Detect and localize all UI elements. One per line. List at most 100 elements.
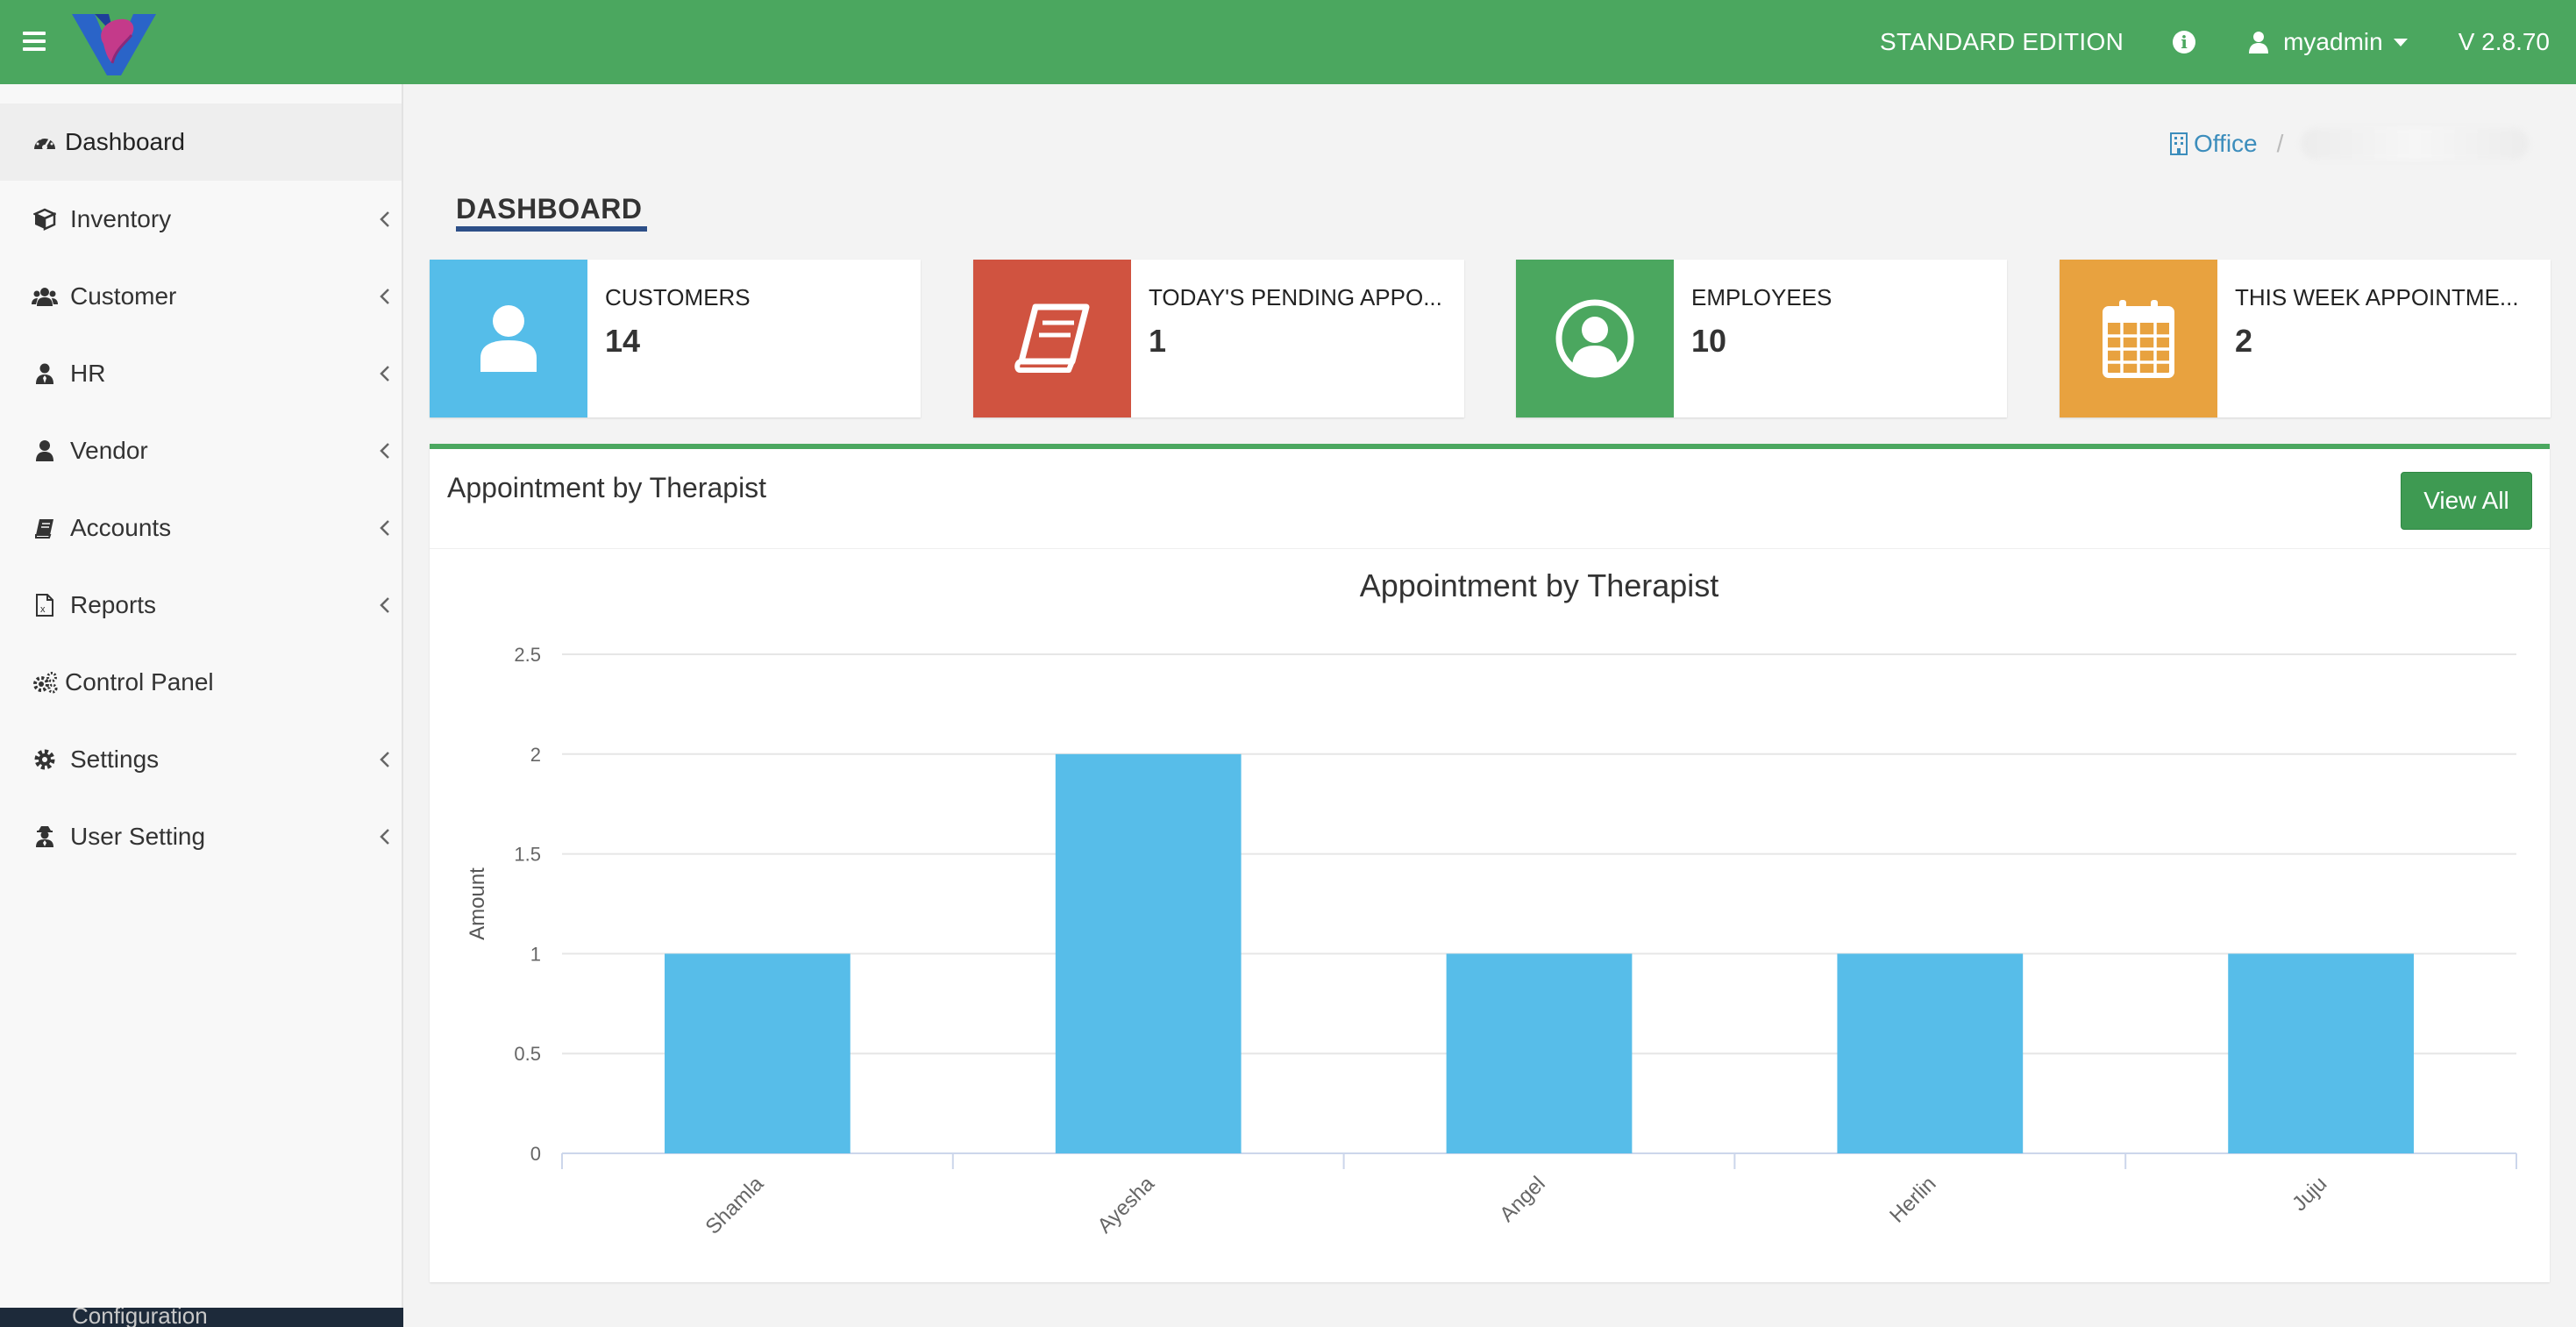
bar-angel bbox=[1446, 953, 1633, 1153]
sidebar-item-hr[interactable]: HR bbox=[0, 335, 402, 412]
y-tick-label: 0 bbox=[530, 1143, 541, 1165]
calendar-icon bbox=[2103, 300, 2174, 378]
sidebar-item-reports[interactable]: x Reports bbox=[0, 567, 402, 644]
bar-shamla bbox=[665, 953, 850, 1153]
users-icon bbox=[32, 283, 58, 310]
y-tick-label: 1.5 bbox=[514, 844, 541, 866]
svg-text:x: x bbox=[40, 604, 46, 615]
user-icon bbox=[32, 438, 58, 464]
card-value: 10 bbox=[1691, 323, 1727, 359]
breadcrumb: Office / bbox=[2169, 128, 2530, 160]
chevron-left-icon bbox=[380, 443, 389, 459]
sidebar-footer: Configuration bbox=[0, 1308, 403, 1327]
chevron-left-icon bbox=[380, 752, 389, 767]
building-icon bbox=[2170, 132, 2188, 155]
y-tick-label: 2 bbox=[530, 744, 541, 766]
sidebar-item-label: Dashboard bbox=[65, 128, 185, 155]
version-label: V 2.8.70 bbox=[2458, 28, 2550, 55]
sidebar-item-label: User Setting bbox=[70, 823, 206, 850]
chevron-left-icon bbox=[380, 829, 389, 845]
pending-appointments-badge bbox=[973, 260, 1131, 417]
card-value: 14 bbox=[605, 323, 641, 359]
gear-icon bbox=[32, 746, 58, 773]
info-icon[interactable]: i bbox=[2173, 31, 2196, 54]
sidebar-item-label: Vendor bbox=[70, 437, 148, 464]
pending-appointments-card[interactable]: TODAY'S PENDING APPO... 1 bbox=[973, 260, 1464, 417]
appointment-chart-panel: Appointment by Therapist View All Appoin… bbox=[430, 444, 2550, 1282]
card-title: THIS WEEK APPOINTME... bbox=[2235, 284, 2519, 310]
sidebar-item-user-setting[interactable]: User Setting bbox=[0, 798, 402, 875]
chevron-left-icon bbox=[380, 597, 389, 613]
excel-file-icon: x bbox=[32, 592, 58, 618]
y-tick-label: 1 bbox=[530, 943, 541, 965]
book-icon bbox=[32, 515, 58, 541]
chart-title: Appointment by Therapist bbox=[1360, 567, 1719, 603]
card-title: CUSTOMERS bbox=[605, 284, 751, 310]
sidebar-item-label: HR bbox=[70, 360, 106, 387]
chevron-left-icon bbox=[380, 366, 389, 382]
cube-icon bbox=[32, 206, 58, 232]
x-tick-label: Angel bbox=[1495, 1172, 1550, 1227]
sidebar-footer-label: Configuration bbox=[72, 1308, 208, 1327]
dashboard-icon bbox=[32, 129, 58, 155]
customers-card[interactable]: CUSTOMERS 14 bbox=[430, 260, 921, 417]
view-all-button[interactable]: View All bbox=[2401, 472, 2532, 530]
page-title: DASHBOARD bbox=[456, 193, 643, 225]
app-logo bbox=[72, 14, 156, 75]
employees-card[interactable]: EMPLOYEES 10 bbox=[1516, 260, 2007, 417]
x-tick-label: Shamla bbox=[701, 1172, 769, 1239]
sidebar-item-accounts[interactable]: Accounts bbox=[0, 489, 402, 567]
x-tick-label: Juju bbox=[2288, 1172, 2331, 1216]
sidebar-item-settings[interactable]: Settings bbox=[0, 721, 402, 798]
user-menu[interactable]: myadmin bbox=[2248, 28, 2408, 56]
breadcrumb-office-link[interactable]: Office bbox=[2194, 130, 2258, 157]
user-circle-icon bbox=[1555, 299, 1634, 378]
page-title-underline bbox=[456, 226, 647, 232]
user-icon bbox=[2249, 32, 2269, 54]
y-tick-label: 0.5 bbox=[514, 1043, 541, 1065]
edition-label: STANDARD EDITION bbox=[1880, 28, 2124, 55]
chevron-left-icon bbox=[380, 520, 389, 536]
bar-herlin bbox=[1837, 953, 2024, 1153]
customers-badge bbox=[430, 260, 587, 417]
user-tie-icon bbox=[32, 360, 58, 387]
employees-badge bbox=[1516, 260, 1674, 417]
sidebar-item-dashboard[interactable]: Dashboard bbox=[0, 103, 402, 181]
username: myadmin bbox=[2283, 28, 2383, 55]
sidebar: Dashboard Inventory Customer HR Vendor A bbox=[0, 84, 403, 1327]
menu-toggle-icon[interactable] bbox=[23, 32, 46, 51]
card-title: EMPLOYEES bbox=[1691, 284, 1832, 310]
y-tick-label: 2.5 bbox=[514, 644, 541, 666]
sidebar-item-label: Inventory bbox=[70, 205, 172, 232]
panel-title: Appointment by Therapist bbox=[447, 472, 767, 503]
sidebar-item-label: Control Panel bbox=[65, 668, 214, 696]
sidebar-item-inventory[interactable]: Inventory bbox=[0, 181, 402, 258]
sidebar-item-label: Reports bbox=[70, 591, 157, 618]
x-tick-label: Ayesha bbox=[1093, 1172, 1160, 1238]
sidebar-item-customer[interactable]: Customer bbox=[0, 258, 402, 335]
breadcrumb-current-blurred bbox=[2301, 128, 2530, 160]
breadcrumb-separator: / bbox=[2276, 130, 2284, 157]
card-value: 1 bbox=[1149, 323, 1167, 359]
sidebar-item-label: Settings bbox=[70, 746, 160, 773]
panel-header: Appointment by Therapist View All bbox=[430, 449, 2550, 549]
book-icon bbox=[1014, 303, 1090, 373]
sidebar-item-label: Accounts bbox=[70, 514, 172, 541]
y-axis-label: Amount bbox=[466, 867, 489, 940]
week-appointments-card[interactable]: THIS WEEK APPOINTME... 2 bbox=[2060, 260, 2551, 417]
chevron-left-icon bbox=[380, 211, 389, 227]
sidebar-item-vendor[interactable]: Vendor bbox=[0, 412, 402, 489]
user-icon bbox=[480, 305, 537, 372]
bar-chart: Appointment by Therapist 0 0.5 1 1.5 2 2.5 Amou… bbox=[466, 567, 2517, 1239]
card-value: 2 bbox=[2235, 323, 2253, 359]
sidebar-item-control-panel[interactable]: Control Panel bbox=[0, 644, 402, 721]
cogs-icon bbox=[32, 669, 58, 696]
sidebar-item-label: Customer bbox=[70, 282, 177, 310]
user-secret-icon bbox=[32, 824, 58, 850]
chevron-left-icon bbox=[380, 289, 389, 304]
week-appointments-badge bbox=[2060, 260, 2217, 417]
bar-ayesha bbox=[1055, 753, 1242, 1153]
chevron-down-icon bbox=[2393, 38, 2408, 46]
card-title: TODAY'S PENDING APPO... bbox=[1149, 284, 1442, 310]
top-navbar: STANDARD EDITION i myadmin V 2.8.70 bbox=[0, 0, 2576, 84]
